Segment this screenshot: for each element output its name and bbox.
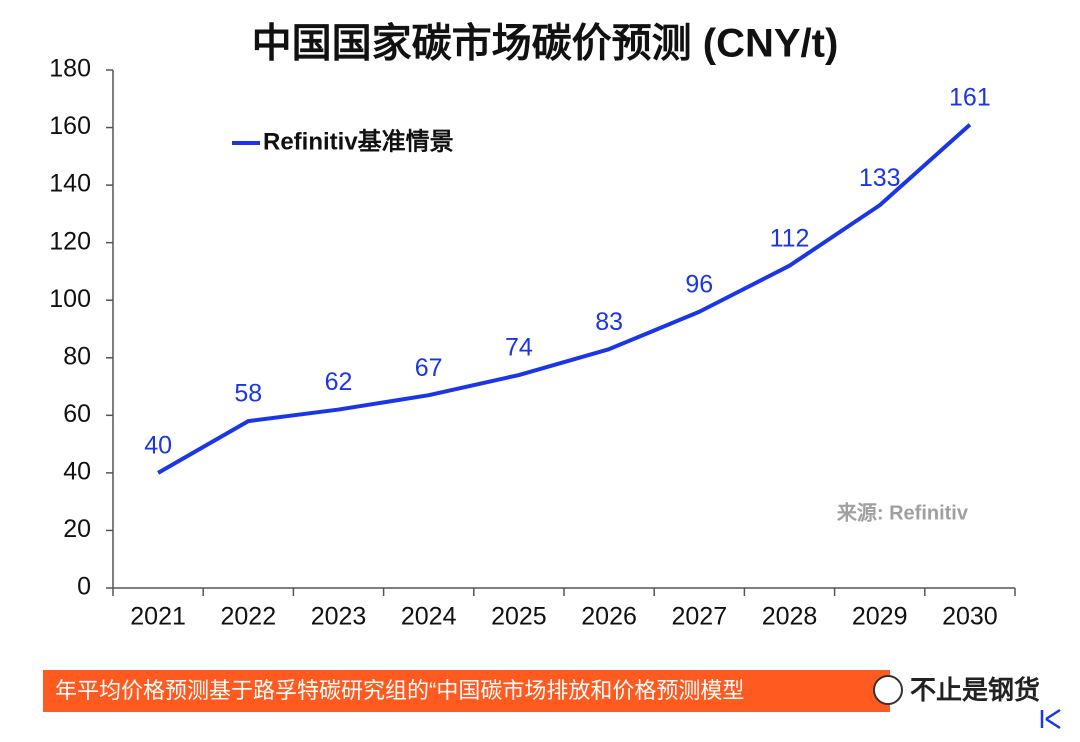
plot-area: 0 20 40 60 80 100 120 140 160 180 2021 2022 2023 2024… <box>49 55 1016 631</box>
x-tick-label: 2021 <box>130 603 186 631</box>
banner-text: 年平均价格预测基于路孚特碳研究组的“中国碳市场排放和价格预测模型 <box>55 678 744 703</box>
legend-label: Refinitiv基准情景 <box>263 128 454 155</box>
data-label: 112 <box>770 224 810 252</box>
banner <box>43 670 890 712</box>
x-tick-label: 2030 <box>942 603 998 631</box>
chart-title: 中国国家碳市场碳价预测 (CNY/t) <box>252 22 839 66</box>
data-label: 83 <box>595 308 623 336</box>
y-tick-label: 160 <box>49 112 91 140</box>
x-tick-label: 2029 <box>852 603 908 631</box>
data-label: 96 <box>685 270 713 298</box>
y-tick-label: 100 <box>49 285 91 313</box>
x-tick-label: 2023 <box>311 603 367 631</box>
series-line <box>157 123 972 475</box>
data-label: 62 <box>325 368 353 396</box>
data-label: 67 <box>415 354 443 382</box>
y-tick-label: 0 <box>77 573 91 601</box>
x-tick-label: 2024 <box>401 603 457 631</box>
watermark: 不止是钢货 <box>910 675 1040 705</box>
y-tick-label: 60 <box>63 400 91 428</box>
data-label: 40 <box>144 431 172 459</box>
x-tick-label: 2028 <box>762 603 818 631</box>
x-tick-label: 2027 <box>671 603 727 631</box>
x-tick-label: 2026 <box>581 603 637 631</box>
y-tick-label: 140 <box>49 170 91 198</box>
data-label: 74 <box>505 334 533 362</box>
data-label: 58 <box>234 380 262 408</box>
y-tick-label: 40 <box>63 457 91 485</box>
y-tick-label: 180 <box>49 55 91 83</box>
y-tick-label: 80 <box>63 342 91 370</box>
y-tick-label: 120 <box>49 227 91 255</box>
data-label: 161 <box>949 83 991 111</box>
watermark-icon <box>873 675 903 705</box>
y-tick-label: 20 <box>63 515 91 543</box>
source-note: 来源: Refinitiv <box>836 500 969 524</box>
x-tick-label: 2025 <box>491 603 547 631</box>
x-tick-label: 2022 <box>220 603 276 631</box>
data-label: 133 <box>859 164 901 192</box>
corner-icon <box>1040 708 1061 730</box>
